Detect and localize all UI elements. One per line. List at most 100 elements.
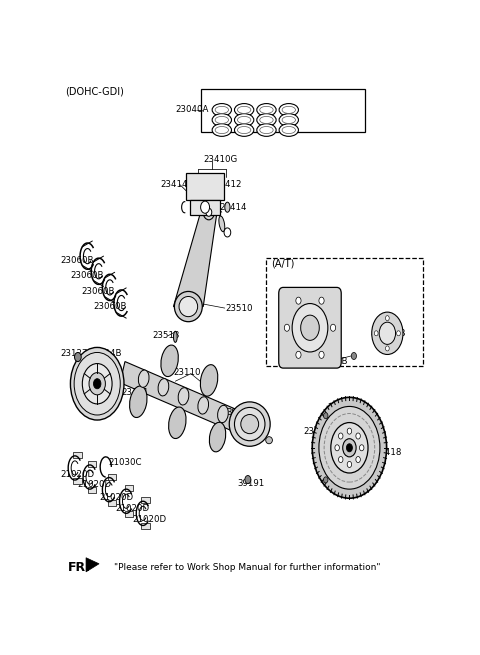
Text: 23060B: 23060B bbox=[82, 287, 115, 296]
Text: 23513: 23513 bbox=[152, 331, 180, 341]
Text: 21020D: 21020D bbox=[99, 493, 133, 502]
Text: "Please refer to Work Shop Manual for further information": "Please refer to Work Shop Manual for fu… bbox=[114, 563, 381, 572]
Circle shape bbox=[347, 461, 352, 468]
Text: 21020D: 21020D bbox=[132, 515, 167, 525]
Text: 23110: 23110 bbox=[173, 367, 201, 377]
Ellipse shape bbox=[174, 291, 202, 322]
Ellipse shape bbox=[130, 386, 147, 417]
Ellipse shape bbox=[138, 370, 149, 387]
Ellipse shape bbox=[229, 402, 270, 446]
Ellipse shape bbox=[257, 124, 276, 136]
Bar bbox=[186, 174, 224, 200]
Text: FR.: FR. bbox=[67, 561, 91, 574]
Bar bbox=[88, 487, 96, 493]
Circle shape bbox=[360, 445, 364, 451]
Circle shape bbox=[300, 315, 319, 341]
Bar bbox=[190, 200, 220, 215]
Text: 23414: 23414 bbox=[219, 202, 247, 212]
Ellipse shape bbox=[161, 345, 179, 377]
Circle shape bbox=[324, 413, 328, 419]
Ellipse shape bbox=[203, 205, 215, 220]
Ellipse shape bbox=[257, 114, 276, 126]
Bar bbox=[125, 485, 133, 491]
Ellipse shape bbox=[279, 114, 299, 126]
Circle shape bbox=[201, 201, 210, 214]
Bar bbox=[73, 452, 82, 458]
Ellipse shape bbox=[234, 114, 254, 126]
Circle shape bbox=[330, 324, 336, 331]
Ellipse shape bbox=[212, 103, 231, 116]
Text: 23060B: 23060B bbox=[60, 255, 94, 265]
Circle shape bbox=[71, 347, 124, 420]
Circle shape bbox=[224, 228, 231, 237]
Text: 23226B: 23226B bbox=[315, 356, 348, 365]
Text: 23040A: 23040A bbox=[175, 105, 209, 115]
Text: 23510: 23510 bbox=[226, 303, 253, 312]
Circle shape bbox=[347, 428, 352, 434]
Circle shape bbox=[296, 297, 301, 304]
Text: 23200B: 23200B bbox=[328, 403, 361, 412]
Circle shape bbox=[292, 303, 328, 352]
Ellipse shape bbox=[215, 117, 228, 124]
Ellipse shape bbox=[279, 103, 299, 116]
Ellipse shape bbox=[209, 422, 226, 452]
Ellipse shape bbox=[178, 388, 189, 405]
Text: (DOHC-GDI): (DOHC-GDI) bbox=[66, 86, 124, 97]
Ellipse shape bbox=[206, 208, 212, 216]
Circle shape bbox=[324, 477, 328, 483]
Text: 23212: 23212 bbox=[304, 427, 331, 436]
Text: 23124B: 23124B bbox=[88, 349, 121, 358]
Ellipse shape bbox=[225, 202, 230, 212]
Circle shape bbox=[245, 476, 251, 483]
Circle shape bbox=[319, 297, 324, 304]
Bar bbox=[266, 257, 423, 366]
Circle shape bbox=[74, 352, 81, 362]
Circle shape bbox=[319, 351, 324, 358]
Ellipse shape bbox=[282, 126, 296, 134]
Circle shape bbox=[319, 406, 380, 489]
Circle shape bbox=[385, 346, 389, 351]
Circle shape bbox=[374, 331, 378, 336]
Ellipse shape bbox=[260, 126, 273, 134]
Polygon shape bbox=[173, 212, 217, 307]
Circle shape bbox=[379, 322, 396, 345]
Bar bbox=[73, 478, 82, 484]
Circle shape bbox=[385, 316, 389, 321]
Ellipse shape bbox=[217, 405, 228, 422]
Circle shape bbox=[343, 439, 356, 457]
Text: 23211B: 23211B bbox=[297, 292, 331, 301]
Ellipse shape bbox=[266, 437, 273, 443]
Circle shape bbox=[347, 443, 352, 452]
Circle shape bbox=[338, 457, 343, 462]
Bar bbox=[125, 512, 133, 517]
Ellipse shape bbox=[212, 124, 231, 136]
Text: 23060B: 23060B bbox=[71, 271, 104, 280]
Circle shape bbox=[284, 324, 289, 331]
Polygon shape bbox=[86, 558, 99, 572]
Circle shape bbox=[296, 351, 301, 358]
Circle shape bbox=[356, 457, 360, 462]
Circle shape bbox=[83, 364, 112, 404]
Ellipse shape bbox=[234, 407, 265, 441]
Circle shape bbox=[351, 352, 357, 360]
Ellipse shape bbox=[260, 117, 273, 124]
Circle shape bbox=[312, 398, 386, 498]
Ellipse shape bbox=[238, 106, 251, 113]
Ellipse shape bbox=[168, 407, 186, 439]
Text: 23311A: 23311A bbox=[328, 479, 361, 487]
Text: 23311B: 23311B bbox=[372, 329, 406, 338]
Text: 21030C: 21030C bbox=[108, 458, 142, 468]
Circle shape bbox=[335, 445, 339, 451]
Circle shape bbox=[396, 331, 400, 336]
Text: 59418: 59418 bbox=[374, 448, 402, 457]
Ellipse shape bbox=[200, 365, 218, 396]
Ellipse shape bbox=[212, 114, 231, 126]
Text: 23410G: 23410G bbox=[203, 155, 238, 164]
Circle shape bbox=[356, 433, 360, 439]
Bar bbox=[142, 523, 150, 529]
Ellipse shape bbox=[215, 106, 228, 113]
Ellipse shape bbox=[282, 117, 296, 124]
Ellipse shape bbox=[215, 126, 228, 134]
Circle shape bbox=[74, 352, 120, 415]
Text: 21020D: 21020D bbox=[78, 480, 112, 489]
